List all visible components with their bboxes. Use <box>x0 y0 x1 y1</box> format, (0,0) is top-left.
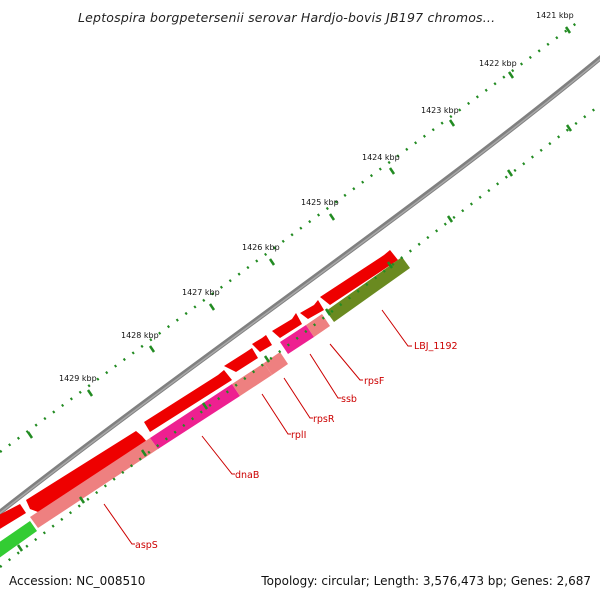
major-tick <box>78 496 86 504</box>
cog-block <box>0 521 37 558</box>
gene-label-rpli: rplI <box>291 430 306 441</box>
kbp-label: 1421 kbp <box>536 11 574 20</box>
kbp-label: 1425 kbp <box>301 198 339 207</box>
kbp-label: 1423 kbp <box>421 106 459 115</box>
feature-arrow <box>300 300 324 319</box>
map-title: Leptospira borgpetersenii serovar Hardjo… <box>78 10 496 25</box>
major-tick <box>565 124 573 132</box>
major-tick <box>208 303 216 311</box>
cog-block <box>30 438 158 528</box>
major-tick <box>564 26 572 34</box>
feature-arrow <box>144 370 232 432</box>
major-tick <box>263 355 271 363</box>
backbone-circle <box>0 55 600 516</box>
major-tick <box>328 213 336 221</box>
kbp-label: 1426 kbp <box>242 243 280 252</box>
kbp-label: 1429 kbp <box>59 374 97 383</box>
label-line <box>201 435 235 475</box>
cog-block <box>326 257 410 322</box>
gene-labels: LBJ_1192 rpsF ssb rpsR rplI dnaB aspS <box>135 341 458 551</box>
kbp-label: 1428 kbp <box>121 331 159 340</box>
genome-summary-text: Topology: circular; Length: 3,576,473 bp… <box>261 574 591 588</box>
feature-arrow <box>252 335 272 352</box>
label-line <box>309 353 341 399</box>
major-tick <box>507 71 515 79</box>
label-line <box>329 343 363 381</box>
major-tick <box>201 402 209 410</box>
major-tick <box>506 169 514 177</box>
kbp-label: 1424 kbp <box>362 153 400 162</box>
major-tick <box>386 261 394 269</box>
gene-label-ssb: ssb <box>341 394 357 405</box>
outer-tick-ring <box>0 20 579 454</box>
gene-label-lines <box>103 309 412 545</box>
gene-label-asps: aspS <box>135 540 158 551</box>
major-tick <box>86 389 94 397</box>
feature-arrow <box>224 348 258 372</box>
kbp-labels: 1421 kbp 1422 kbp 1423 kbp 1424 kbp 1425… <box>59 11 574 383</box>
cog-track <box>0 257 410 558</box>
gene-label-rpsf: rpsF <box>364 376 384 387</box>
accession-text: Accession: NC_008510 <box>9 574 146 588</box>
major-tick <box>16 544 24 552</box>
major-tick <box>140 449 148 457</box>
major-tick <box>446 215 454 223</box>
kbp-label: 1422 kbp <box>479 59 517 68</box>
label-line <box>283 377 313 419</box>
label-line <box>103 503 135 545</box>
major-tick <box>26 431 34 439</box>
feature-arrow <box>26 431 148 512</box>
major-tick <box>268 258 276 266</box>
cog-block <box>264 352 288 375</box>
forward-feature-track <box>0 250 398 529</box>
kbp-label: 1427 kbp <box>182 288 220 297</box>
major-tick <box>388 167 396 175</box>
cog-block <box>150 384 240 449</box>
label-line <box>381 309 412 347</box>
gene-label-rpsr: rpsR <box>313 414 335 425</box>
feature-arrow <box>320 250 398 305</box>
gene-label-dnab: dnaB <box>235 470 259 481</box>
label-line <box>261 393 291 435</box>
feature-arrow <box>272 313 302 338</box>
cog-block <box>306 314 330 337</box>
major-tick <box>324 308 332 316</box>
major-tick <box>448 119 456 127</box>
cog-block <box>232 363 272 396</box>
feature-arrow <box>0 504 26 529</box>
inner-tick-ring <box>0 104 600 568</box>
gene-label-lbj-1192: LBJ_1192 <box>414 341 458 352</box>
major-tick <box>148 345 156 353</box>
